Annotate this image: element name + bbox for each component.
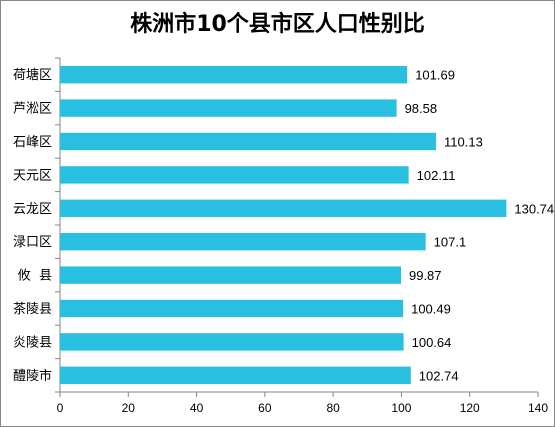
category-label: 茶陵县 <box>13 301 52 317</box>
chart-title: 株洲市10个县市区人口性别比 <box>130 12 425 37</box>
bar <box>60 99 397 117</box>
bar <box>60 233 426 251</box>
data-label: 130.74 <box>514 201 554 216</box>
bar <box>60 166 409 184</box>
x-tick-label: 0 <box>57 401 64 415</box>
data-label: 101.69 <box>415 68 455 83</box>
data-label: 107.1 <box>434 235 467 250</box>
category-label: 攸 县 <box>18 269 52 284</box>
x-tick-label: 140 <box>528 401 548 415</box>
data-label: 100.64 <box>412 335 452 350</box>
bar <box>60 333 404 351</box>
data-label: 110.13 <box>444 135 483 150</box>
category-label: 石峰区 <box>13 135 52 150</box>
category-label: 醴陵市 <box>13 368 52 384</box>
data-label: 99.87 <box>409 268 442 283</box>
bar <box>60 266 401 284</box>
data-label: 100.49 <box>411 302 451 317</box>
x-tick-label: 100 <box>391 401 411 415</box>
category-label: 荷塘区 <box>13 67 52 83</box>
bar <box>60 366 411 384</box>
x-tick-label: 120 <box>460 401 480 415</box>
data-label: 102.74 <box>419 368 459 383</box>
data-label: 98.58 <box>405 101 438 116</box>
category-label: 炎陵县 <box>13 335 52 350</box>
bar <box>60 199 507 217</box>
x-tick-label: 80 <box>326 401 340 415</box>
x-tick-label: 40 <box>190 401 204 415</box>
bar <box>60 299 404 318</box>
x-tick-label: 20 <box>122 401 136 415</box>
category-label: 天元区 <box>13 168 52 183</box>
category-label: 芦淞区 <box>13 102 52 117</box>
bar <box>60 132 437 151</box>
x-tick-label: 60 <box>258 401 272 415</box>
bar <box>60 66 408 84</box>
category-label: 云龙区 <box>13 202 52 217</box>
category-label: 渌口区 <box>13 235 52 250</box>
data-label: 102.11 <box>417 168 456 183</box>
